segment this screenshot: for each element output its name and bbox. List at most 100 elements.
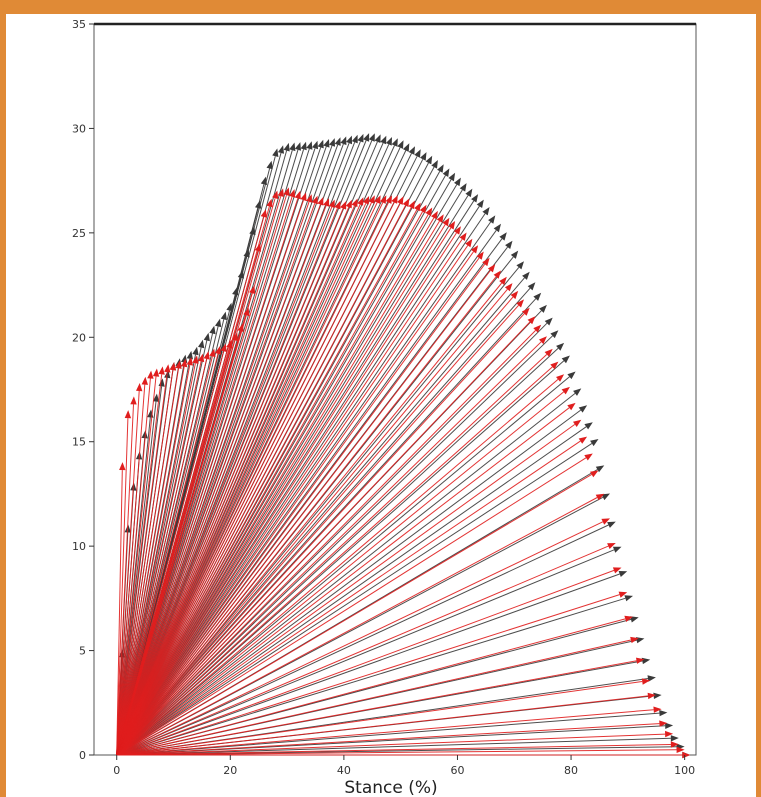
vector-shaft [116,205,327,756]
vector-arrowhead [618,571,628,577]
vector-arrowhead [283,142,290,152]
vector-arrowhead [357,133,364,143]
vector-arrowhead [465,238,473,248]
vector-arrowhead [659,710,668,717]
vector-shaft [116,521,604,756]
vector-shaft [116,213,486,756]
vector-shaft [116,356,213,756]
vector-arrowhead [561,355,570,364]
vector-arrowhead [169,362,177,371]
vector-arrowhead [277,188,284,197]
vector-shaft [116,202,372,756]
vector-shaft [116,351,225,756]
vector-arrowhead [260,209,267,218]
vector-shaft [116,251,474,756]
vector-shaft [116,194,287,756]
vector-shaft [116,597,626,756]
vector-arrowhead [533,292,542,301]
vector-shaft [116,208,338,756]
vector-arrowhead [294,190,301,200]
vector-arrowhead [493,270,501,279]
vector-shaft [116,378,151,756]
vector-arrowhead [573,388,582,396]
vector-arrowhead [636,657,645,664]
vector-shaft [116,473,592,756]
y-tick-label: 25 [72,227,86,240]
vector-shaft [116,712,660,756]
vector-arrowhead [198,339,205,349]
vector-arrowhead [465,188,473,198]
vector-arrowhead [391,195,398,204]
vector-shaft [116,209,418,756]
vector-shaft [116,263,486,756]
vector-shaft [116,214,429,756]
vector-shaft [116,353,219,756]
vector-arrowhead [539,304,547,313]
vector-arrowhead [665,730,674,738]
vector-arrowhead [425,207,433,217]
vector-arrowhead [612,567,622,574]
vector-arrowhead [345,199,352,209]
vector-shaft [116,376,570,756]
vector-shaft [116,549,615,756]
y-tick-label: 30 [72,122,86,135]
vector-arrowhead [397,196,404,205]
vector-arrowhead [402,198,410,207]
x-tick-label: 20 [223,764,237,777]
vector-arrowhead [578,405,588,413]
x-tick-label: 0 [113,764,120,777]
vector-arrowhead [647,675,656,682]
vector-arrowhead [453,226,461,235]
vector-shaft [116,368,179,756]
vector-arrowhead [272,190,279,200]
vector-arrowhead [306,141,313,150]
vector-shaft [116,573,620,756]
vector-shaft [116,277,525,756]
vector-arrowhead [391,138,398,147]
vector-shaft [116,391,565,756]
vector-shaft [116,270,491,756]
vector-shaft [116,733,666,756]
vector-arrowhead [567,371,576,380]
y-tick-label: 5 [79,645,86,658]
vector-arrowhead [653,692,662,699]
vector-shaft [116,206,270,756]
vector-shaft [116,366,553,756]
vector-arrowhead [431,210,438,220]
vector-shaft [116,200,475,756]
vector-shaft [116,202,389,756]
vector-arrowhead [136,383,143,392]
vector-shaft [116,217,435,756]
vector-arrowhead [351,198,358,208]
vector-shaft [116,238,463,756]
vector-arrowhead [289,189,296,198]
vector-shaft [116,296,514,756]
vector-arrowhead [595,465,605,473]
vector-arrowhead [659,720,668,727]
vector-arrowhead [630,636,639,644]
vector-shaft [116,364,191,756]
vector-arrowhead [152,393,160,402]
vector-arrowhead [363,133,370,142]
vector-arrowhead [141,430,148,439]
vector-shaft [116,276,497,756]
vector-shaft [116,354,548,756]
vector-arrowhead [374,134,381,143]
vector-arrowhead [459,183,467,192]
vector-shaft [116,245,469,756]
vector-arrowhead [141,376,148,385]
vector-arrowhead [670,735,679,742]
vector-shaft [116,347,559,756]
vector-shaft [116,205,480,756]
vector-shaft [116,208,344,756]
vector-shaft [116,224,446,756]
vector-shaft [116,205,355,756]
vector-arrowhead [544,317,553,326]
vector-arrowhead [578,436,588,444]
vector-arrowhead [385,137,392,146]
vector-shaft [116,618,626,756]
vector-arrowhead [612,546,622,553]
vector-arrowhead [499,232,507,241]
vector-arrowhead [152,368,160,377]
vector-shaft [116,204,321,756]
